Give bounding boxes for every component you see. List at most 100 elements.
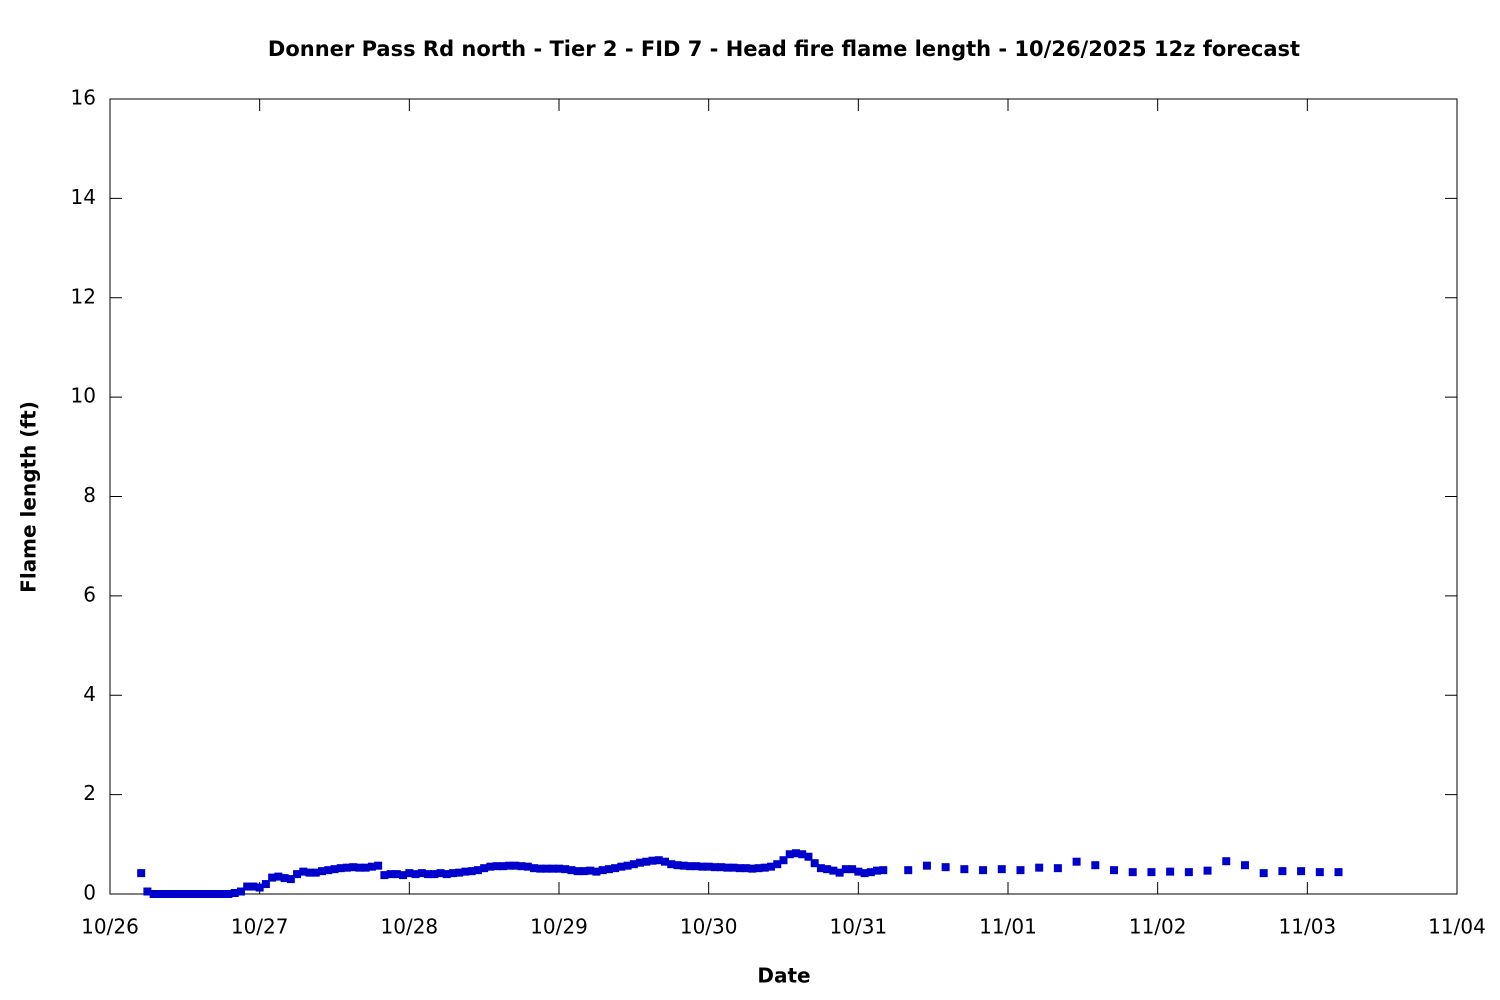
y-tick-label: 2	[83, 781, 96, 805]
data-point	[268, 873, 277, 882]
data-point	[604, 865, 613, 874]
data-point	[704, 862, 713, 871]
data-point	[642, 857, 651, 866]
data-point	[511, 861, 520, 870]
data-point	[742, 864, 751, 873]
x-tick-label: 11/02	[1129, 915, 1187, 939]
data-point	[137, 869, 146, 878]
data-point	[586, 866, 595, 875]
data-point	[1222, 857, 1231, 866]
data-point	[979, 866, 988, 875]
data-point	[636, 858, 645, 867]
x-tick-label: 11/04	[1428, 915, 1486, 939]
data-point	[361, 863, 370, 872]
data-point	[536, 864, 545, 873]
data-point	[654, 856, 663, 865]
data-point	[380, 871, 389, 880]
data-point	[723, 863, 732, 872]
data-point	[922, 861, 931, 870]
data-point	[430, 870, 439, 879]
data-point	[218, 890, 227, 898]
data-point	[168, 890, 177, 898]
data-point	[685, 862, 694, 871]
data-point	[286, 875, 295, 884]
x-tick-label: 10/28	[381, 915, 439, 939]
data-point	[791, 849, 800, 858]
data-point	[661, 857, 670, 866]
data-point	[816, 864, 825, 873]
data-point	[255, 883, 264, 892]
data-point	[187, 890, 196, 898]
data-point	[143, 887, 152, 896]
data-point	[480, 864, 489, 873]
data-point	[561, 865, 570, 874]
data-point	[1016, 866, 1025, 875]
data-point	[673, 861, 682, 870]
data-point	[592, 867, 601, 876]
data-point	[997, 865, 1006, 874]
data-point	[841, 865, 850, 874]
data-point	[1203, 866, 1212, 875]
data-point	[174, 890, 183, 898]
data-point	[193, 890, 202, 898]
y-tick-label: 4	[83, 682, 96, 706]
data-point	[667, 860, 676, 869]
data-point	[523, 862, 532, 871]
data-point	[1035, 863, 1044, 872]
data-point	[829, 866, 838, 875]
data-point	[180, 890, 189, 898]
data-point	[785, 850, 794, 859]
data-point	[1091, 861, 1100, 870]
data-point	[486, 862, 495, 871]
data-point	[798, 850, 807, 859]
data-point	[324, 866, 333, 875]
data-point	[1184, 868, 1193, 877]
data-point	[760, 863, 769, 872]
data-point	[617, 862, 626, 871]
data-point	[417, 869, 426, 878]
data-point	[249, 882, 258, 891]
data-point	[873, 866, 882, 875]
data-point	[1297, 867, 1306, 876]
data-point	[467, 867, 476, 876]
data-point	[243, 882, 252, 891]
data-point	[754, 864, 763, 873]
data-point	[492, 862, 501, 871]
data-point	[473, 866, 482, 875]
data-point	[1334, 868, 1343, 877]
data-point	[623, 861, 632, 870]
data-point	[392, 870, 401, 879]
chart-title: Donner Pass Rd north - Tier 2 - FID 7 - …	[268, 37, 1300, 61]
data-point	[1240, 861, 1249, 870]
data-point	[692, 862, 701, 871]
x-tick-label: 10/26	[81, 915, 139, 939]
data-point	[1259, 869, 1268, 878]
data-point	[336, 864, 345, 873]
data-point	[710, 863, 719, 872]
data-point	[424, 870, 433, 879]
data-point	[236, 887, 245, 896]
data-point	[866, 868, 875, 877]
x-tick-label: 10/31	[830, 915, 888, 939]
data-point	[1110, 866, 1119, 875]
data-point	[542, 864, 551, 873]
data-point	[804, 852, 813, 861]
data-point	[405, 869, 414, 878]
data-point	[212, 890, 221, 898]
data-point	[941, 863, 950, 872]
data-point	[1128, 868, 1137, 877]
y-tick-label: 0	[83, 881, 96, 905]
data-point	[860, 869, 869, 878]
data-point	[854, 867, 863, 876]
data-point	[280, 874, 289, 883]
data-point	[205, 890, 214, 898]
x-tick-label: 10/27	[231, 915, 289, 939]
data-point	[598, 866, 607, 875]
data-point	[349, 863, 358, 872]
data-point	[230, 889, 239, 898]
data-point	[399, 871, 408, 880]
data-point	[1278, 867, 1287, 876]
data-point	[530, 864, 539, 873]
data-point	[717, 863, 726, 872]
